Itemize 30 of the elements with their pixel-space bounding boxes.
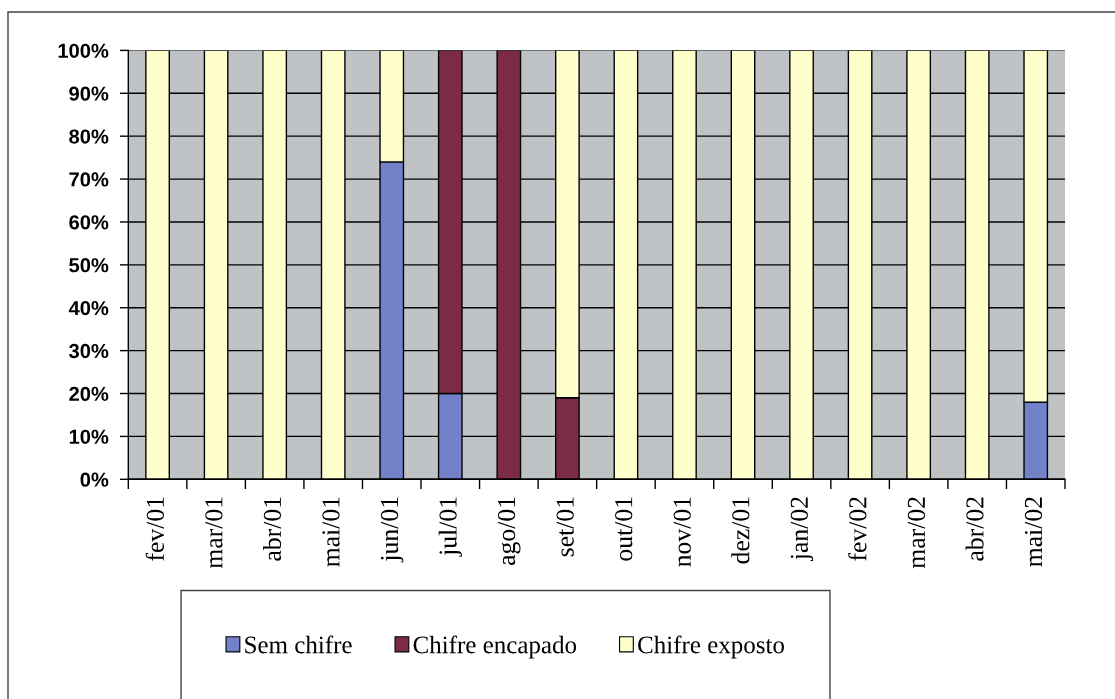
y-tick-label: 50% — [69, 258, 109, 273]
legend-label: Chifre encapado — [413, 635, 577, 659]
y-tick-label: 100% — [58, 43, 109, 58]
y-tick-label: 70% — [69, 172, 109, 187]
x-tick-label: dez/01 — [731, 497, 750, 564]
y-tick-label: 30% — [69, 343, 109, 359]
x-tick-label: nov/01 — [673, 497, 691, 567]
x-tick-label: out/01 — [615, 497, 633, 561]
y-tick-label: 0% — [80, 472, 109, 487]
y-tick-label: 10% — [69, 429, 109, 444]
x-tick-label: abr/01 — [263, 497, 282, 561]
legend-label: Sem chifre — [245, 635, 352, 654]
x-tick-label: fev/01 — [145, 497, 164, 561]
x-tick-label: mai/02 — [1024, 497, 1043, 567]
x-tick-label: mai/01 — [322, 497, 340, 567]
x-tick-label: jan/02 — [790, 497, 814, 561]
x-tick-label: ago/01 — [497, 497, 521, 565]
x-tick-label: set/01 — [556, 497, 574, 557]
y-tick-label: 90% — [69, 86, 109, 101]
legend-label: Chifre exposto — [638, 635, 784, 659]
y-tick-label: 40% — [68, 300, 109, 316]
y-tick-label: 80% — [69, 129, 109, 144]
x-tick-label: abr/02 — [965, 497, 984, 561]
x-tick-label: jul/01 — [438, 497, 462, 557]
x-tick-label: mar/01 — [205, 497, 223, 569]
y-tick-label: 20% — [69, 386, 109, 402]
y-tick-label: 60% — [69, 215, 109, 230]
x-tick-label: mar/02 — [907, 497, 926, 569]
x-tick-label: fev/02 — [848, 497, 867, 561]
x-tick-label: jun/01 — [380, 497, 404, 563]
